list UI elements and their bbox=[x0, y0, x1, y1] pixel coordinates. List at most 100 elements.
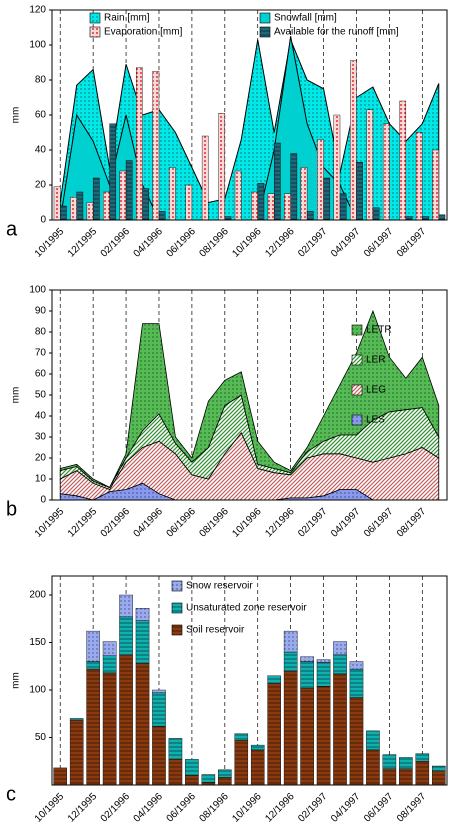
legend-label: LES bbox=[366, 415, 385, 426]
bar bbox=[158, 211, 166, 221]
x-tick-label: 08/1996 bbox=[197, 226, 231, 260]
bar-segment bbox=[119, 594, 133, 618]
y-axis-label: mm bbox=[11, 672, 22, 689]
bar-segment bbox=[382, 754, 397, 770]
bar-segment bbox=[267, 675, 281, 684]
bar-segment bbox=[135, 608, 150, 621]
bar-segment bbox=[234, 740, 249, 786]
panel-label: a bbox=[6, 218, 18, 240]
legend-swatch bbox=[351, 384, 363, 396]
y-tick-label: 40 bbox=[35, 145, 47, 156]
bar-segment bbox=[250, 749, 265, 786]
x-tick-label: 02/1996 bbox=[99, 791, 133, 825]
bar bbox=[142, 188, 149, 221]
bar-segment bbox=[86, 661, 100, 670]
x-tick-label: 04/1997 bbox=[329, 506, 363, 540]
bar-segment bbox=[382, 768, 397, 786]
bar-segment bbox=[218, 777, 232, 786]
y-tick-label: 120 bbox=[29, 5, 46, 16]
legend-swatch bbox=[171, 602, 183, 614]
bar-segment bbox=[399, 757, 413, 770]
bar-segment bbox=[366, 749, 380, 786]
x-tick-label: 04/1996 bbox=[132, 506, 166, 540]
x-tick-label: 10/1995 bbox=[33, 791, 67, 825]
x-tick-label: 10/1995 bbox=[33, 226, 67, 260]
bar-segment bbox=[431, 770, 446, 786]
bar-segment bbox=[250, 744, 265, 751]
y-tick-label: 100 bbox=[29, 285, 46, 296]
bar-segment bbox=[415, 761, 430, 786]
bar bbox=[339, 193, 347, 221]
bar bbox=[415, 132, 423, 221]
x-tick-label: 08/1996 bbox=[197, 506, 231, 540]
y-tick-label: 10 bbox=[35, 474, 47, 485]
y-tick-label: 100 bbox=[29, 40, 46, 51]
bar-segment bbox=[300, 656, 314, 662]
bar bbox=[438, 214, 446, 221]
x-tick-label: 10/1995 bbox=[33, 506, 67, 540]
legend-label: LEG bbox=[366, 385, 386, 396]
bar-segment bbox=[283, 651, 298, 672]
bar-segment bbox=[168, 759, 183, 786]
bar-segment bbox=[86, 630, 100, 662]
x-tick-label: 10/1996 bbox=[230, 506, 264, 540]
x-tick-label: 06/1996 bbox=[165, 506, 199, 540]
bar bbox=[251, 191, 258, 221]
bar-segment bbox=[349, 668, 364, 698]
legend-swatch bbox=[89, 26, 101, 38]
x-tick-label: 04/1996 bbox=[132, 226, 166, 260]
bar-segment bbox=[300, 661, 314, 689]
legend-swatch bbox=[171, 624, 183, 636]
legend-label: Soil reservoir bbox=[186, 625, 245, 636]
bar bbox=[267, 193, 275, 221]
bar-segment bbox=[86, 668, 100, 786]
bar bbox=[300, 167, 308, 221]
y-tick-label: 60 bbox=[35, 369, 47, 380]
bar-segment bbox=[349, 661, 364, 670]
bar bbox=[152, 71, 160, 221]
bar-segment bbox=[102, 672, 117, 786]
x-tick-label: 02/1996 bbox=[99, 226, 133, 260]
legend-label: Snowfall [mm] bbox=[274, 13, 337, 24]
x-tick-label: 08/1997 bbox=[395, 506, 429, 540]
x-tick-label: 10/1996 bbox=[230, 791, 264, 825]
y-tick-label: 20 bbox=[35, 453, 47, 464]
bar bbox=[234, 170, 242, 221]
bar bbox=[109, 123, 117, 221]
plot-frame bbox=[51, 9, 448, 221]
bar-segment bbox=[185, 775, 199, 786]
bar bbox=[201, 135, 209, 221]
panel-label: c bbox=[6, 783, 16, 805]
bar-segment bbox=[119, 654, 133, 786]
legend-swatch bbox=[351, 414, 363, 426]
bar-segment bbox=[333, 673, 347, 786]
legend-label: Available for the runoff [mm] bbox=[274, 27, 399, 38]
bar bbox=[422, 216, 429, 221]
y-axis-label: mm bbox=[11, 387, 22, 404]
legend-swatch bbox=[259, 26, 271, 38]
y-tick-label: 150 bbox=[29, 637, 46, 648]
bar-segment bbox=[300, 687, 314, 786]
bar bbox=[366, 109, 374, 221]
y-tick-label: 0 bbox=[40, 495, 46, 506]
bar bbox=[125, 160, 133, 221]
bar-segment bbox=[69, 718, 84, 721]
bar-segment bbox=[152, 692, 166, 727]
x-tick-label: 04/1996 bbox=[132, 791, 166, 825]
bar-segment bbox=[185, 759, 199, 776]
bar bbox=[356, 162, 363, 221]
x-tick-label: 12/1995 bbox=[66, 506, 100, 540]
legend-label: LETR bbox=[366, 325, 392, 336]
bar-segment bbox=[135, 620, 150, 664]
bar bbox=[53, 186, 61, 221]
x-tick-label: 06/1996 bbox=[165, 791, 199, 825]
bar-segment bbox=[316, 659, 331, 663]
legend-swatch bbox=[171, 580, 183, 592]
bar-segment bbox=[316, 662, 331, 687]
bar bbox=[382, 123, 390, 221]
y-tick-label: 80 bbox=[35, 75, 47, 86]
bar bbox=[333, 114, 341, 221]
x-tick-label: 12/1995 bbox=[66, 226, 100, 260]
bar bbox=[136, 67, 143, 221]
x-tick-label: 12/1996 bbox=[263, 791, 297, 825]
